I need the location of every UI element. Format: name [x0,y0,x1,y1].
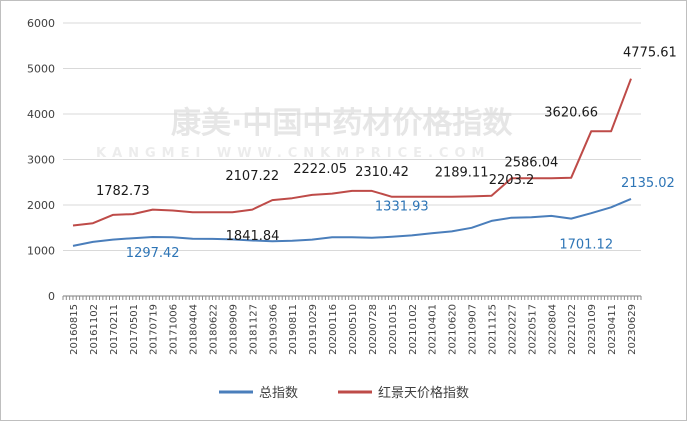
x-tick-label: 20230109 [587,304,598,355]
data-label: 4775.61 [623,46,677,61]
watermark-text: 康美·中国中药材价格指数 [171,106,513,141]
x-tick-label: 20171006 [169,304,180,355]
x-tick-label: 20230411 [607,304,618,355]
legend-label: 总指数 [259,386,298,401]
data-label: 2310.42 [355,165,409,180]
gridlines [63,22,641,251]
x-tick-label: 20220804 [547,304,558,355]
x-tick-label: 20230629 [627,304,638,355]
x-tick-label: 20210620 [448,304,459,355]
x-tick-label: 20170719 [149,304,160,355]
data-label: 1841.84 [226,229,280,244]
x-tick-label: 20170211 [109,304,120,355]
x-tick-label: 20210907 [468,304,479,355]
x-tick-label: 20180909 [228,304,239,355]
data-label: 1701.12 [559,238,613,253]
data-label: 2222.05 [293,162,347,177]
x-axis: 20160815 20161102 20170211 20170501 20170719… [62,295,642,355]
data-label: 2203.2 [489,173,535,188]
data-label: 1331.93 [375,199,429,214]
watermark: 康美·中国中药材价格指数 KANGMEI WWW.CNKMPRICE.COM [96,106,513,161]
series-group [72,78,632,247]
x-tick-label: 20161102 [89,304,100,355]
legend-label: 红景天价格指数 [378,385,469,401]
y-tick-label: 0 [48,290,55,303]
data-label: 3620.66 [544,105,598,120]
data-label: 2107.22 [225,169,279,184]
x-tick-label: 20221022 [567,304,578,355]
x-tick-label: 20200728 [368,304,379,355]
y-tick-label: 3000 [27,154,55,167]
data-label: 2135.02 [621,176,675,191]
y-tick-label: 6000 [27,17,55,30]
series-line-rhodiola-index [72,78,632,227]
x-tick-label: 20200116 [328,304,339,355]
x-tick-label: 20200510 [348,304,359,355]
x-tick-label: 20210102 [408,304,419,355]
x-tick-label: 20220517 [527,304,538,355]
x-tick-label: 20180404 [189,304,200,355]
x-tick-label: 20191029 [308,304,319,355]
x-tick-label: 20220227 [507,304,518,355]
data-label: 1297.42 [126,246,180,261]
x-tick-label: 20170501 [129,304,140,355]
x-tick-label: 20210401 [428,304,439,355]
x-tick-label: 20181127 [248,304,259,355]
x-tick-label: 20190306 [268,304,279,355]
data-labels: 1297.42 1331.93 1701.12 2135.02 1782.73 1841.… [96,46,677,261]
x-tick-label: 20160815 [69,304,80,355]
series-line-total-index [72,197,632,247]
y-tick-label: 1000 [27,245,55,258]
watermark-subtext: KANGMEI WWW.CNKMPRICE.COM [96,146,490,161]
y-tick-label: 2000 [27,199,55,212]
x-tick-label: 20190811 [288,304,299,355]
y-tick-label: 4000 [27,108,55,121]
data-label: 2586.04 [504,155,558,170]
x-tick-label: 20201015 [388,304,399,355]
y-axis: 0 1000 2000 3000 4000 5000 6000 [27,17,55,303]
data-label: 2189.11 [435,165,489,180]
data-label: 1782.73 [96,184,150,199]
x-tick-label: 20211125 [488,304,499,355]
x-tick-label: 20180622 [208,304,219,355]
legend: 总指数 红景天价格指数 [219,385,469,401]
y-tick-label: 5000 [27,63,55,76]
